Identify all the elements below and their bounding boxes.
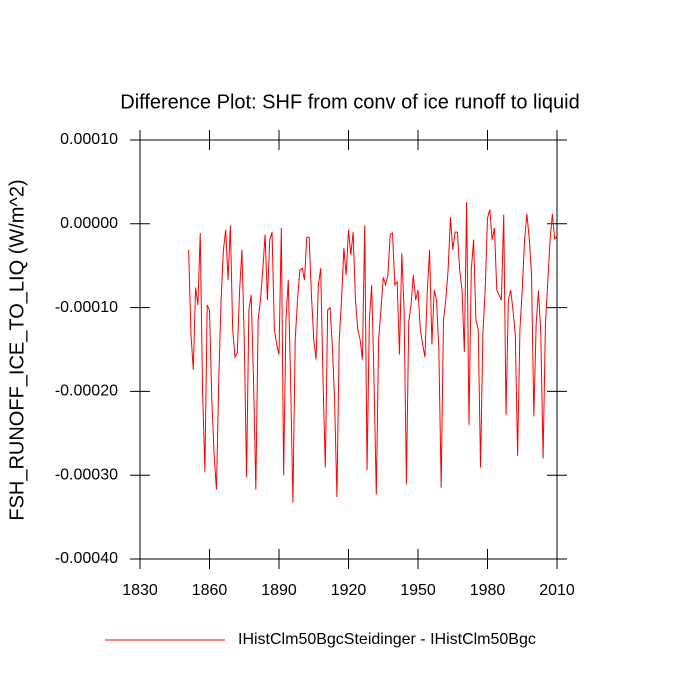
y-tick-label: 0.00010 <box>60 131 118 148</box>
plot-frame <box>139 139 558 560</box>
legend-label: IHistClm50BgcSteidinger - IHistClm50Bgc <box>238 631 536 648</box>
x-tick-label: 1890 <box>261 582 297 599</box>
y-axis-label: FSH_RUNOFF_ICE_TO_LIQ (W/m^2) <box>6 179 28 520</box>
x-tick-label: 2010 <box>539 582 575 599</box>
y-tick-label: -0.00010 <box>55 299 118 316</box>
chart-title: Difference Plot: SHF from conv of ice ru… <box>120 91 579 113</box>
y-tick-label: -0.00040 <box>55 550 118 567</box>
data-line <box>188 202 558 503</box>
y-tick-label: -0.00020 <box>55 383 118 400</box>
x-tick-label: 1950 <box>400 582 436 599</box>
x-tick-label: 1830 <box>122 582 158 599</box>
x-tick-label: 1980 <box>470 582 506 599</box>
y-tick-label: 0.00000 <box>60 215 118 232</box>
x-tick-label: 1860 <box>192 582 228 599</box>
y-tick-label: -0.00030 <box>55 466 118 483</box>
x-tick-label: 1920 <box>331 582 367 599</box>
